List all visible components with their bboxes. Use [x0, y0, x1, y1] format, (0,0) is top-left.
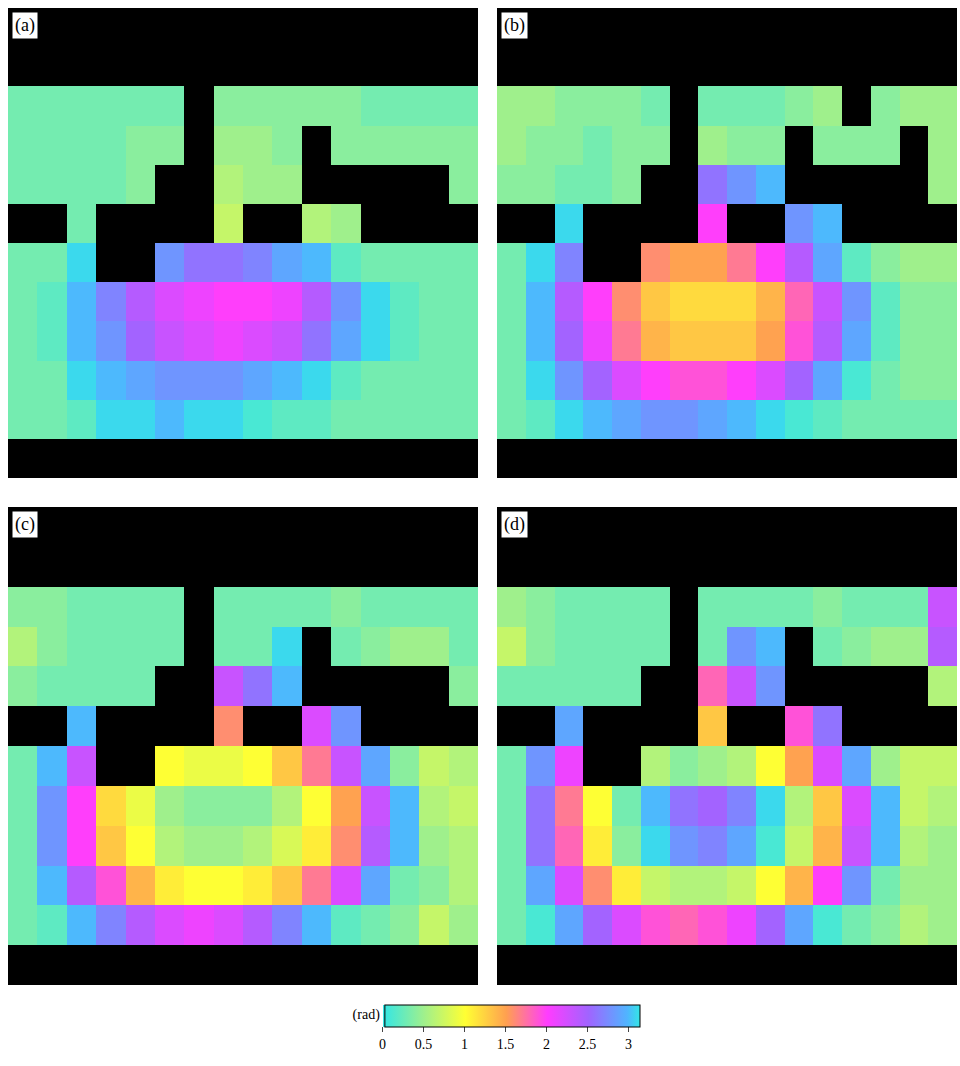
svg-text:2: 2	[543, 1037, 550, 1052]
svg-text:(rad): (rad)	[353, 1007, 381, 1023]
svg-text:(b): (b)	[504, 15, 525, 36]
svg-text:(c): (c)	[15, 514, 35, 535]
svg-text:1.5: 1.5	[497, 1037, 515, 1052]
svg-text:(d): (d)	[504, 514, 525, 535]
svg-text:1: 1	[461, 1037, 468, 1052]
svg-text:2.5: 2.5	[579, 1037, 597, 1052]
svg-text:0: 0	[379, 1037, 386, 1052]
svg-text:(a): (a)	[15, 15, 35, 36]
svg-text:0.5: 0.5	[415, 1037, 433, 1052]
svg-text:3: 3	[625, 1037, 632, 1052]
